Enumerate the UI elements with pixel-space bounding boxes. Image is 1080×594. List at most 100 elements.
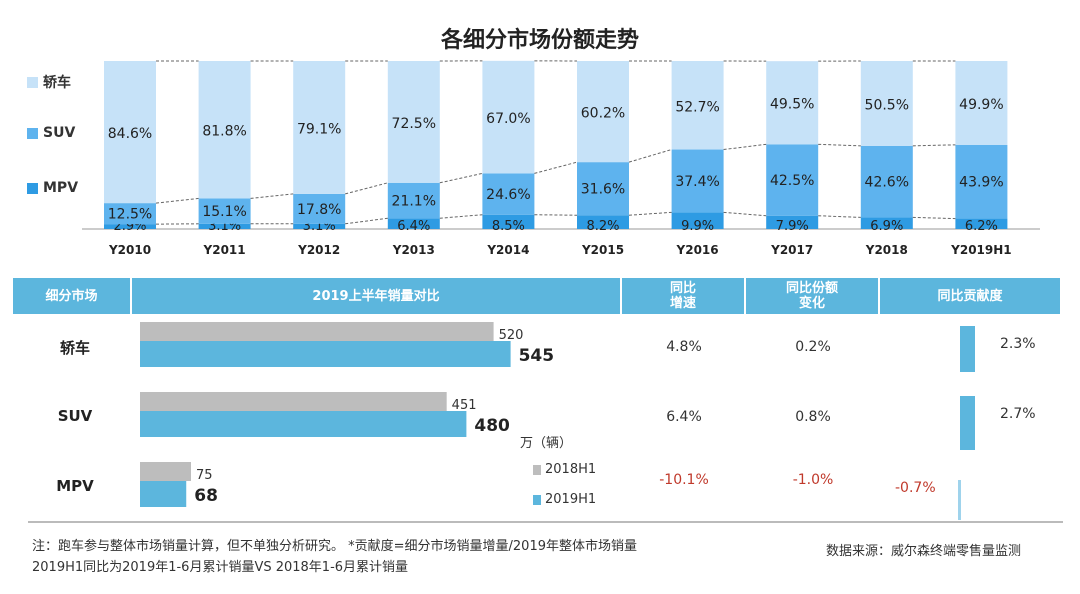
x-tick-label: Y2013 xyxy=(392,243,435,257)
bar-MPV-Y2017 xyxy=(766,215,819,229)
bar-MPV-Y2015 xyxy=(577,215,629,229)
bar-2019h1 xyxy=(140,481,187,507)
data-label: 42.6% xyxy=(865,175,909,191)
contribution-bar xyxy=(960,396,975,450)
data-label: 12.5% xyxy=(108,207,152,223)
connector-line xyxy=(345,182,388,195)
chart-title: 各细分市场份额走势 xyxy=(440,28,639,53)
bar-MPV-Y2011 xyxy=(198,223,251,229)
data-label: 24.6% xyxy=(486,187,530,203)
data-label: 81.8% xyxy=(202,124,246,140)
value-2019h1: 68 xyxy=(194,486,218,506)
x-tick-label: Y2015 xyxy=(581,243,624,257)
bar-2019h1 xyxy=(140,411,467,437)
share-change-value: -1.0% xyxy=(792,472,834,488)
bar-SUV-Y2019H1 xyxy=(955,144,1008,219)
data-label: 72.5% xyxy=(392,116,436,132)
footnote-2: 2019H1同比为2019年1-6月累计销量VS 2018年1-6月累计销量 xyxy=(32,560,409,575)
data-label: 49.5% xyxy=(770,97,814,113)
x-tick-label: Y2011 xyxy=(203,243,246,257)
share-change-value: 0.2% xyxy=(795,339,831,355)
data-label: 42.5% xyxy=(770,173,814,189)
contribution-value: 2.3% xyxy=(1000,336,1036,352)
bar-轿车-Y2017 xyxy=(766,61,819,145)
x-tick-label: Y2014 xyxy=(486,243,529,257)
header-share-change: 同比份额 变化 xyxy=(746,278,880,314)
header-growth: 同比 增速 xyxy=(622,278,746,314)
value-2018h1: 520 xyxy=(499,328,524,343)
bar-SUV-Y2013 xyxy=(387,182,440,219)
row-label: MPV xyxy=(56,477,94,495)
footnote-1: 注：跑车参与整体市场销量计算，但不单独分析研究。 *贡献度=细分市场销量增量/2… xyxy=(32,539,637,554)
bar-MPV-Y2014 xyxy=(482,214,535,229)
data-label: 8.2% xyxy=(586,219,619,234)
bar-2018h1 xyxy=(140,392,447,411)
contribution-bar xyxy=(958,480,961,520)
x-tick-label: Y2018 xyxy=(865,243,908,257)
bar-MPV-Y2010 xyxy=(104,224,156,229)
data-label: 9.9% xyxy=(681,219,714,234)
bar-MPV-Y2019H1 xyxy=(955,218,1008,229)
legend-2018h1: 2018H1 xyxy=(533,462,596,477)
value-2018h1: 75 xyxy=(196,468,213,483)
data-source: 数据来源：威尔森终端零售量监测 xyxy=(826,544,1022,559)
legend-sedan: 轿车 xyxy=(27,72,71,92)
contribution-bar xyxy=(960,326,975,372)
header-sales: 2019上半年销量对比 xyxy=(132,278,622,314)
data-label: 6.4% xyxy=(397,219,430,234)
bar-轿车-Y2015 xyxy=(577,61,629,163)
contribution-value: 2.7% xyxy=(1000,406,1036,422)
growth-value: 4.8% xyxy=(666,339,702,355)
bar-SUV-Y2015 xyxy=(577,162,629,216)
data-label: 17.8% xyxy=(297,202,341,218)
connector-line xyxy=(912,144,956,147)
data-label: 7.9% xyxy=(776,219,809,234)
x-tick-label: Y2019H1 xyxy=(950,243,1011,257)
data-label: 67.0% xyxy=(486,111,530,127)
bar-MPV-Y2018 xyxy=(860,217,913,229)
data-label: 21.1% xyxy=(392,194,436,210)
row-label: SUV xyxy=(57,407,93,425)
data-label: 31.6% xyxy=(581,182,625,198)
bar-2019h1 xyxy=(140,341,511,367)
connector-line xyxy=(628,149,672,163)
data-label: 52.7% xyxy=(675,99,719,115)
unit-label: 万（辆） xyxy=(520,436,573,451)
data-label: 6.2% xyxy=(965,219,998,234)
bar-MPV-Y2012 xyxy=(293,223,346,229)
bar-MPV-Y2013 xyxy=(387,218,440,229)
connector-line xyxy=(439,172,483,184)
contribution-value: -0.7% xyxy=(895,480,936,496)
x-tick-label: Y2017 xyxy=(770,243,813,257)
growth-value: 6.4% xyxy=(666,409,702,425)
header-contribution: 同比贡献度 xyxy=(880,278,1060,314)
connector-line xyxy=(818,215,861,218)
connector-line xyxy=(534,161,578,174)
value-2018h1: 451 xyxy=(452,398,477,413)
row-label: 轿车 xyxy=(59,339,90,357)
connector-line xyxy=(628,211,672,216)
bar-SUV-Y2012 xyxy=(293,193,346,224)
bar-SUV-Y2010 xyxy=(104,203,156,225)
x-tick-label: Y2010 xyxy=(108,243,151,257)
connector-line xyxy=(250,193,294,199)
bar-轿车-Y2012 xyxy=(293,61,346,194)
data-label: 79.1% xyxy=(297,121,341,137)
bar-2018h1 xyxy=(140,322,494,341)
share-change-value: 0.8% xyxy=(795,409,831,425)
bar-SUV-Y2014 xyxy=(482,173,535,215)
header-segment: 细分市场 xyxy=(13,278,132,314)
connector-line xyxy=(155,197,199,204)
stacked-bar-chart: 2.9%12.5%84.6%Y20103.1%15.1%81.8%Y20113.… xyxy=(82,60,1040,257)
bar-轿车-Y2013 xyxy=(387,61,440,183)
bar-轿车-Y2011 xyxy=(198,61,251,199)
connector-line xyxy=(534,214,578,216)
bar-轿车-Y2018 xyxy=(860,61,913,146)
data-label: 43.9% xyxy=(959,175,1003,191)
bar-轿车-Y2014 xyxy=(482,60,535,174)
table-bottom-rule xyxy=(28,521,1063,523)
bar-SUV-Y2016 xyxy=(671,149,724,213)
x-tick-label: Y2012 xyxy=(297,243,340,257)
bar-SUV-Y2017 xyxy=(766,144,819,216)
